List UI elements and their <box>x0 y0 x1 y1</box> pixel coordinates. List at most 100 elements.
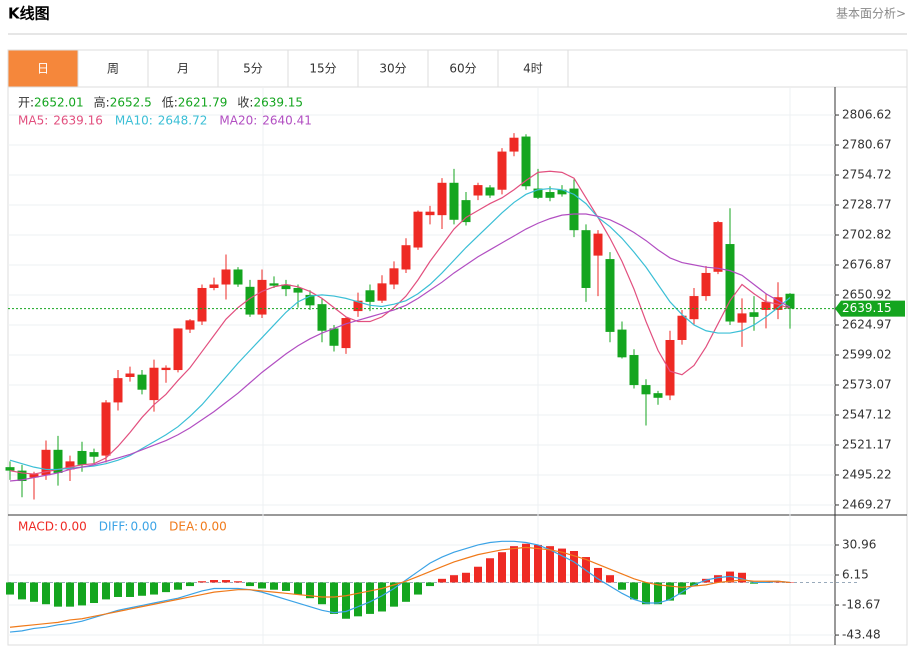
candle-body <box>17 470 27 482</box>
macd-bar <box>318 582 326 605</box>
macd-bar <box>474 566 482 583</box>
macd-bar <box>222 580 230 583</box>
candle-body <box>509 137 519 152</box>
tab-label[interactable]: 月 <box>177 62 189 76</box>
tab[interactable] <box>217 49 289 88</box>
tab-label[interactable]: 4时 <box>523 62 543 76</box>
tab[interactable] <box>497 49 569 88</box>
macd-bar <box>426 582 434 587</box>
y-tick-label: 2754.72 <box>842 168 892 182</box>
tab-label[interactable]: 30分 <box>379 62 406 76</box>
candle-body <box>689 296 699 320</box>
macd-bar <box>438 578 446 583</box>
candle-body <box>149 367 159 401</box>
macd-bar <box>210 580 218 583</box>
tab-label[interactable]: 日 <box>37 62 49 76</box>
candle-body <box>617 329 627 358</box>
tab[interactable] <box>147 49 219 88</box>
y-tick-label: 2521.17 <box>842 437 892 451</box>
fundamental-link[interactable]: 基本面分析> <box>836 7 906 21</box>
tab-label[interactable]: 5分 <box>243 62 263 76</box>
candle-body <box>341 318 351 349</box>
candle-body <box>737 313 747 323</box>
macd-bar <box>102 582 110 600</box>
candle-body <box>449 182 459 220</box>
candle-body <box>629 355 639 386</box>
macd-bar <box>750 582 758 584</box>
legend-value: 2648.72 <box>158 114 208 128</box>
y-tick-label: 2702.82 <box>842 228 892 242</box>
ohlc-label: 低: <box>162 96 178 110</box>
candle-body <box>353 300 363 312</box>
macd-bar <box>714 575 722 583</box>
candle-body <box>749 312 759 317</box>
macd-bar <box>630 582 638 600</box>
legend-value: 0.00 <box>130 520 157 534</box>
y-tick-label: 2573.07 <box>842 377 892 391</box>
macd-bar <box>126 582 134 597</box>
y-tick-label: 2495.22 <box>842 467 892 481</box>
tab[interactable] <box>77 49 149 88</box>
macd-bar <box>738 572 746 583</box>
macd-bar <box>186 582 194 587</box>
macd-bar <box>654 582 662 605</box>
macd-bar <box>378 582 386 612</box>
candle-body <box>761 301 771 310</box>
candle-body <box>437 182 447 216</box>
candle-body <box>701 272 711 297</box>
tab-label[interactable]: 15分 <box>309 62 336 76</box>
macd-bar <box>486 558 494 583</box>
y-tick-label: 2806.62 <box>842 108 892 122</box>
candle-body <box>389 268 399 285</box>
candle-body <box>497 151 507 190</box>
ohlc-value: 2639.15 <box>253 96 303 110</box>
macd-bar <box>342 582 350 619</box>
candle-body <box>581 230 591 288</box>
candle-body <box>53 449 63 473</box>
y-tick-label: 2624.97 <box>842 318 892 332</box>
candle-body <box>29 474 39 478</box>
legend-value: 2639.16 <box>53 114 103 128</box>
ma-line <box>9 187 791 471</box>
candle-body <box>173 328 183 371</box>
macd-bar <box>270 582 278 590</box>
candle-body <box>605 259 615 332</box>
legend-value: 0.00 <box>60 520 87 534</box>
macd-bar <box>414 582 422 595</box>
macd-bar <box>498 552 506 583</box>
y-tick-label: 2728.77 <box>842 198 892 212</box>
ma-line <box>9 213 791 482</box>
macd-bar <box>42 582 50 605</box>
tab-label[interactable]: 周 <box>107 62 119 76</box>
tab-label[interactable]: 60分 <box>449 62 476 76</box>
candle-body <box>785 293 795 309</box>
tab[interactable] <box>287 49 359 88</box>
tab[interactable] <box>357 49 429 88</box>
tab[interactable] <box>7 49 79 88</box>
macd-line <box>9 540 791 633</box>
legend-name: DEA: <box>169 520 198 534</box>
candle-body <box>401 245 411 270</box>
macd-bar <box>18 582 26 600</box>
y-tick-label: 2469.27 <box>842 497 892 511</box>
candle-body <box>317 304 327 331</box>
candle-body <box>125 373 135 377</box>
candle-body <box>425 211 435 216</box>
ohlc-label: 收: <box>237 96 253 110</box>
candle-body <box>89 452 99 457</box>
macd-bar <box>162 582 170 593</box>
candle-body <box>101 402 111 456</box>
macd-bar <box>366 582 374 614</box>
legend-name: MA20: <box>219 114 257 128</box>
macd-bar <box>534 544 542 583</box>
macd-bar <box>786 582 794 583</box>
y-tick-label: 2547.12 <box>842 407 892 421</box>
candle-body <box>725 244 735 322</box>
macd-bar <box>78 582 86 606</box>
candle-body <box>557 189 567 195</box>
page-title: K线图 <box>8 5 50 23</box>
macd-bar <box>558 548 566 583</box>
candle-body <box>197 287 207 322</box>
